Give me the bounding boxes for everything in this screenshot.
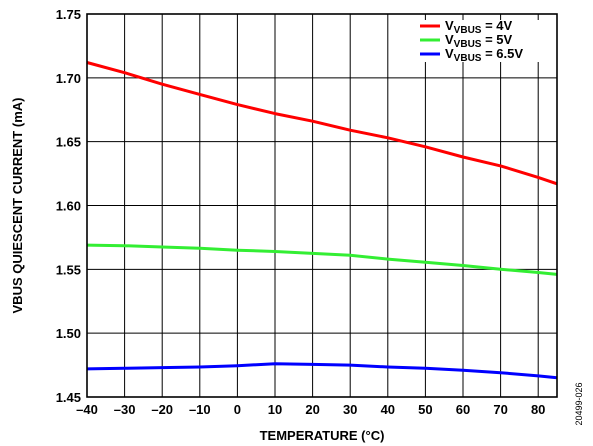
x-axis-label: TEMPERATURE (°C) (260, 428, 385, 443)
y-tick-label: 1.70 (56, 71, 81, 86)
x-tick-label: 80 (531, 402, 545, 417)
x-tick-label: 30 (343, 402, 357, 417)
legend-label: VVBUS = 6.5V (445, 46, 523, 64)
y-tick-label: 1.75 (56, 7, 81, 22)
x-tick-labels: –40 –30 –20 –10 0 10 20 30 40 50 60 70 80 (76, 402, 545, 417)
x-tick-label: –10 (189, 402, 211, 417)
plot-frame (86, 13, 558, 398)
x-tick-label: 50 (418, 402, 432, 417)
x-tick-label: 40 (381, 402, 395, 417)
x-tick-label: 10 (268, 402, 282, 417)
legend-background (408, 34, 540, 48)
legend-label: VVBUS = 5V (445, 32, 513, 50)
y-tick-labels: 1.45 1.50 1.55 1.60 1.65 1.70 1.75 (56, 7, 81, 405)
grid (86, 13, 557, 398)
x-tick-label: 70 (493, 402, 507, 417)
y-tick-label: 1.65 (56, 135, 81, 150)
y-tick-label: 1.55 (56, 262, 81, 277)
series-line-2 (86, 243, 558, 276)
figure-id: 20499-026 (574, 382, 584, 425)
legend-label: VVBUS = 4V (445, 18, 513, 36)
x-tick-label: 20 (305, 402, 319, 417)
series-line-1 (86, 61, 558, 186)
x-tick-label: 60 (456, 402, 470, 417)
y-tick-label: 1.45 (56, 390, 81, 405)
legend-background (408, 48, 540, 62)
y-tick-label: 1.50 (56, 326, 81, 341)
x-tick-label: 0 (234, 402, 241, 417)
legend-background (408, 20, 540, 34)
x-tick-label: –20 (151, 402, 173, 417)
series-lines (86, 61, 558, 380)
series-line-3 (86, 362, 558, 380)
y-axis-label: VBUS QUIESCENT CURRENT (mA) (10, 98, 25, 314)
x-tick-label: –40 (76, 402, 98, 417)
x-tick-label: –30 (114, 402, 136, 417)
y-tick-label: 1.60 (56, 199, 81, 214)
